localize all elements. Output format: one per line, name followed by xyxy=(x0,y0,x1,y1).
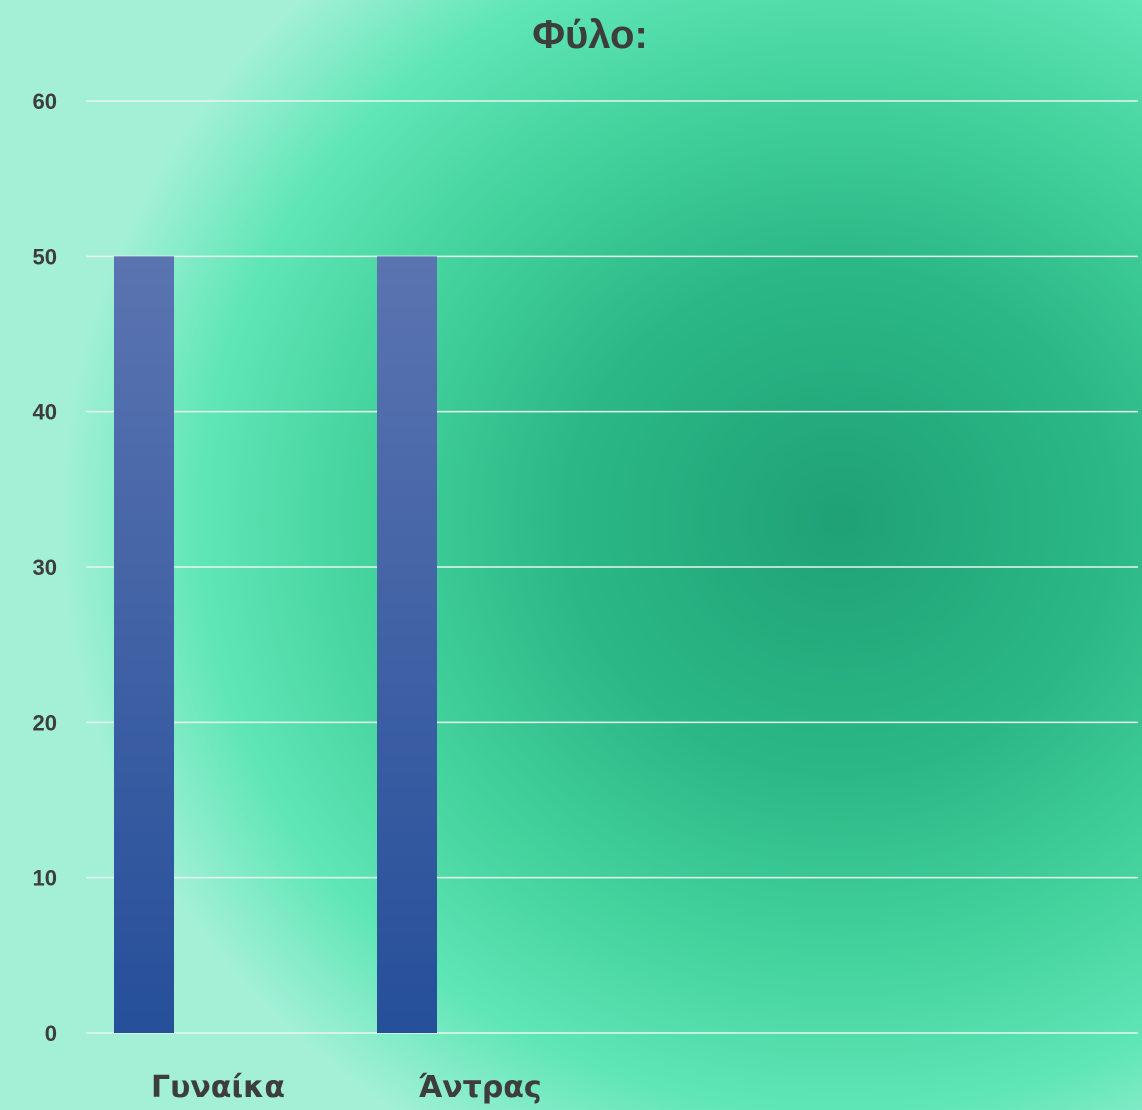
y-tick-label: 0 xyxy=(45,1021,57,1046)
bar-0 xyxy=(114,256,174,1033)
y-tick-label: 10 xyxy=(33,866,57,891)
y-tick-label: 60 xyxy=(33,89,57,114)
chart-title: Φύλο: xyxy=(532,13,648,57)
y-tick-label: 20 xyxy=(33,710,57,735)
x-axis-ticks: Γυναίκα Άντρας xyxy=(151,1070,542,1105)
x-tick-label: Άντρας xyxy=(418,1070,541,1105)
y-tick-label: 30 xyxy=(33,555,57,580)
y-tick-label: 50 xyxy=(33,244,57,269)
x-tick-label: Γυναίκα xyxy=(151,1070,285,1105)
y-tick-label: 40 xyxy=(33,400,57,425)
y-axis-ticks: 0 10 20 30 40 50 60 xyxy=(33,89,57,1046)
bar-1 xyxy=(377,256,437,1033)
bars xyxy=(114,256,437,1033)
gridlines xyxy=(86,100,1138,1034)
